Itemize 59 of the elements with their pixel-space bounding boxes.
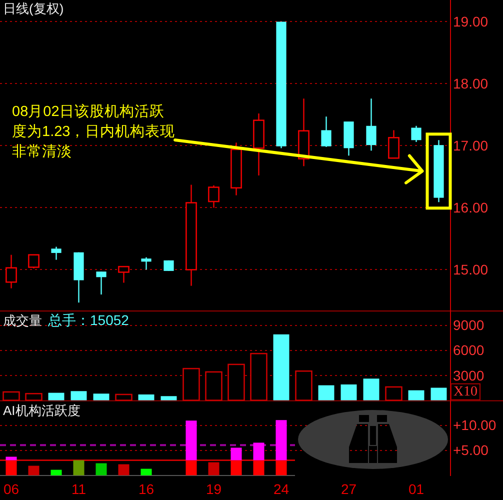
chart-title: 成交量 bbox=[3, 313, 42, 328]
bar bbox=[118, 464, 130, 476]
bar bbox=[318, 385, 334, 400]
y-tick-label: 6000 bbox=[453, 342, 484, 358]
bar bbox=[186, 460, 197, 476]
bar bbox=[230, 448, 242, 460]
bar bbox=[96, 463, 107, 476]
bar bbox=[48, 392, 64, 400]
bar bbox=[273, 334, 290, 400]
bar bbox=[28, 466, 40, 476]
y-tick-label: +10.00 bbox=[453, 417, 496, 434]
y-tick-label: 3000 bbox=[453, 367, 484, 384]
bar bbox=[6, 456, 17, 460]
x-tick-label: 06 bbox=[3, 481, 20, 497]
bar bbox=[253, 460, 264, 476]
bar bbox=[363, 378, 380, 400]
x-tick-label: 24 bbox=[273, 481, 290, 497]
chart-title: 日线(复权) bbox=[3, 1, 64, 16]
bar bbox=[160, 396, 177, 400]
bar bbox=[186, 420, 197, 460]
x-tick-label: 27 bbox=[340, 481, 357, 497]
bar bbox=[408, 390, 424, 400]
y-tick-label: 19.00 bbox=[453, 14, 488, 30]
bar bbox=[2, 391, 20, 401]
bar bbox=[340, 384, 357, 400]
bar bbox=[140, 468, 152, 476]
bar bbox=[430, 388, 447, 400]
x-tick-label: 01 bbox=[408, 481, 424, 497]
bar bbox=[115, 394, 132, 401]
bar bbox=[385, 386, 402, 401]
bar bbox=[276, 460, 287, 476]
bar bbox=[230, 460, 242, 476]
y-tick-label: 18.00 bbox=[453, 76, 488, 92]
y-tick-label: +5.00 bbox=[453, 442, 489, 458]
bar bbox=[182, 368, 200, 401]
bar bbox=[73, 460, 84, 476]
bar bbox=[253, 442, 264, 460]
y-tick-label: 17.00 bbox=[453, 138, 488, 154]
bar bbox=[276, 420, 287, 460]
x-tick-label: 16 bbox=[138, 481, 154, 497]
y-axis-title: X10 bbox=[453, 384, 478, 400]
bar bbox=[205, 371, 222, 401]
bar bbox=[70, 391, 87, 400]
bar bbox=[50, 470, 62, 476]
bar bbox=[93, 394, 110, 400]
y-tick-label: 9000 bbox=[453, 317, 484, 334]
bar bbox=[138, 394, 154, 400]
y-tick-label: 16.00 bbox=[453, 200, 488, 216]
bar bbox=[6, 460, 17, 476]
annotation: 08月02日该股机构活跃度为1.23，日内机构表现非常清淡 bbox=[12, 103, 176, 160]
bar bbox=[25, 392, 42, 401]
bar bbox=[250, 352, 268, 401]
bar bbox=[228, 364, 245, 401]
y-tick-label: 15.00 bbox=[453, 262, 488, 278]
bar bbox=[295, 370, 312, 401]
chart-subtitle: 总手：15052 bbox=[47, 312, 130, 328]
chart-title: AI机构活跃度 bbox=[3, 403, 80, 418]
x-tick-label: 19 bbox=[206, 481, 222, 497]
x-tick-label: 11 bbox=[71, 481, 86, 497]
